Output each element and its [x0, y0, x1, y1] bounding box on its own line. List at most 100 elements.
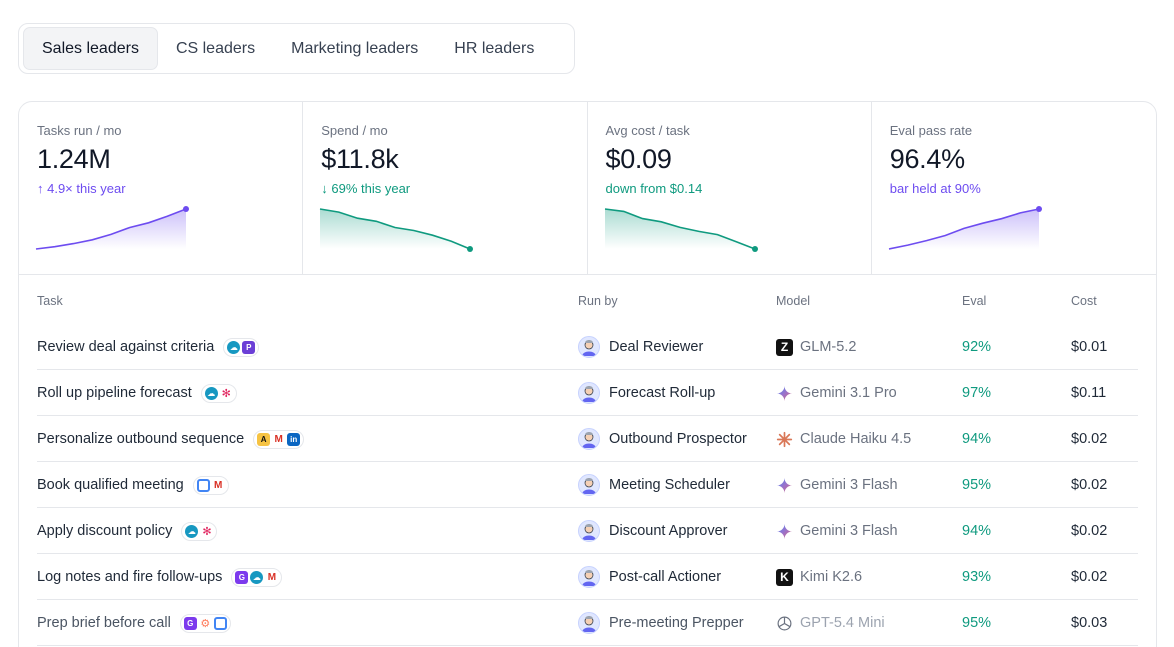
tab-bar: Sales leaders CS leaders Marketing leade…	[18, 23, 575, 74]
stat-value: $11.8k	[321, 144, 399, 174]
agent-avatar	[578, 474, 600, 496]
runby-cell: Forecast Roll-up	[578, 370, 715, 416]
sparkline-end-point	[1035, 206, 1042, 212]
model-name: GPT-5.4 Mini	[800, 615, 885, 631]
eval-cell: 93%	[962, 569, 992, 585]
sparkline-avg-cost	[604, 208, 758, 252]
model-name: Gemini 3 Flash	[800, 523, 898, 539]
agent-name: Post-call Actioner	[609, 569, 722, 585]
sparkline-end-point	[183, 206, 189, 212]
slack-icon: ✻	[200, 524, 214, 538]
table-row[interactable]: Roll up pipeline forecast ☁ ✻ Forecast Ro…	[37, 370, 1138, 416]
model-cell: Gemini 3.1 Pro	[776, 370, 897, 416]
stat-tasks-run: Tasks run / mo 1.24M ↑ 4.9× this year	[19, 102, 304, 274]
header-eval: Eval	[962, 294, 987, 308]
app-icons: ☁ ✻	[181, 521, 218, 541]
salesforce-icon: ☁	[204, 386, 218, 400]
leader-card: Tasks run / mo 1.24M ↑ 4.9× this year Sp…	[18, 101, 1157, 647]
task-name: Personalize outbound sequence	[37, 431, 245, 447]
runby-cell: Outbound Prospector	[578, 416, 747, 462]
agent-name: Forecast Roll-up	[609, 385, 716, 401]
app-icons: ☁ ✻	[200, 383, 237, 403]
sparkline-area	[320, 209, 471, 249]
sparkline-line	[888, 208, 1039, 250]
model-cell: Claude Haiku 4.5	[776, 416, 911, 462]
table-row[interactable]: Book qualified meeting M Meeting Schedul…	[37, 462, 1138, 508]
stat-value: 96.4%	[889, 144, 965, 174]
sparkline-end-point	[751, 246, 758, 252]
tab-cs-leaders[interactable]: CS leaders	[175, 39, 256, 57]
model-cell: Gemini 3 Flash	[776, 462, 898, 508]
agent-name: Pre-meeting Prepper	[609, 615, 744, 631]
agent-avatar	[578, 336, 600, 358]
tab-marketing-leaders[interactable]: Marketing leaders	[291, 39, 419, 57]
gemini-icon	[776, 523, 793, 540]
cost-cell: $0.02	[1071, 569, 1108, 585]
hubspot-icon: ⚙	[198, 616, 212, 630]
sparkline-end-point	[467, 246, 474, 252]
cost-cell: $0.02	[1071, 477, 1108, 493]
model-name: Gemini 3.1 Pro	[800, 385, 897, 401]
tab-sales-leaders[interactable]: Sales leaders	[23, 27, 158, 70]
gmail-icon: M	[265, 570, 279, 584]
kimi-icon: K	[776, 568, 793, 586]
table-row[interactable]: Log notes and fire follow-ups G ☁ M Post-c…	[37, 554, 1138, 600]
table-row[interactable]: Apply discount policy ☁ ✻ Discount Approv…	[37, 508, 1138, 554]
model-name: Kimi K2.6	[800, 569, 863, 585]
model-name: Claude Haiku 4.5	[800, 431, 912, 447]
agent-avatar	[578, 612, 600, 634]
task-cell: Roll up pipeline forecast ☁ ✻	[37, 370, 237, 416]
gong-icon: G	[235, 570, 249, 584]
agent-name: Discount Approver	[609, 523, 728, 539]
header-cost: Cost	[1071, 294, 1097, 308]
stat-avg-cost: Avg cost / task $0.09 down from $0.14	[588, 102, 872, 274]
sparkline-tasks-run	[35, 206, 189, 250]
agent-avatar	[578, 382, 600, 404]
gcal-icon	[213, 616, 227, 630]
stat-label: Spend / mo	[321, 123, 388, 138]
openai-icon	[776, 615, 793, 632]
runby-cell: Meeting Scheduler	[578, 462, 730, 508]
sparkline-eval-pass-rate	[888, 206, 1042, 250]
table-row[interactable]: Prep brief before call G ⚙ Pre-meeting Pr…	[37, 600, 1138, 646]
agent-name: Outbound Prospector	[609, 431, 747, 447]
header-task: Task	[37, 294, 63, 308]
cost-cell: $0.03	[1071, 615, 1108, 631]
eval-cell: 95%	[962, 615, 992, 631]
agent-name: Meeting Scheduler	[609, 477, 730, 493]
eval-cell: 94%	[962, 431, 992, 447]
runby-cell: Deal Reviewer	[578, 324, 703, 370]
runby-cell: Post-call Actioner	[578, 554, 721, 600]
eval-cell: 94%	[962, 523, 992, 539]
gcal-icon	[196, 478, 210, 492]
agent-avatar	[578, 520, 600, 542]
task-cell: Book qualified meeting M	[37, 462, 229, 508]
header-model: Model	[776, 294, 811, 308]
linkedin-icon: in	[287, 432, 301, 446]
sparkline-line	[320, 208, 471, 250]
task-name: Log notes and fire follow-ups	[37, 569, 223, 585]
pipedrive-icon: P	[242, 340, 256, 354]
claude-icon	[776, 431, 793, 448]
model-cell: Z GLM-5.2	[776, 324, 856, 370]
table-row[interactable]: Review deal against criteria ☁ P Deal Rev…	[37, 324, 1138, 370]
eval-cell: 92%	[962, 339, 992, 355]
stat-label: Avg cost / task	[605, 123, 690, 138]
gemini-icon	[776, 385, 793, 402]
model-cell: GPT-5.4 Mini	[776, 600, 885, 646]
model-name: Gemini 3 Flash	[800, 477, 898, 493]
cost-cell: $0.02	[1071, 523, 1108, 539]
task-cell: Log notes and fire follow-ups G ☁ M	[37, 554, 283, 600]
gmail-icon: M	[211, 478, 225, 492]
stats-row: Tasks run / mo 1.24M ↑ 4.9× this year Sp…	[19, 102, 1156, 275]
task-name: Book qualified meeting	[37, 477, 184, 493]
tab-hr-leaders[interactable]: HR leaders	[454, 39, 535, 57]
header-run-by: Run by	[578, 294, 618, 308]
task-table: Review deal against criteria ☁ P Deal Rev…	[37, 324, 1138, 646]
gong-icon: G	[183, 616, 197, 630]
runby-cell: Discount Approver	[578, 508, 727, 554]
sparkline-spend	[320, 208, 474, 252]
stat-trend: down from $0.14	[605, 181, 703, 196]
